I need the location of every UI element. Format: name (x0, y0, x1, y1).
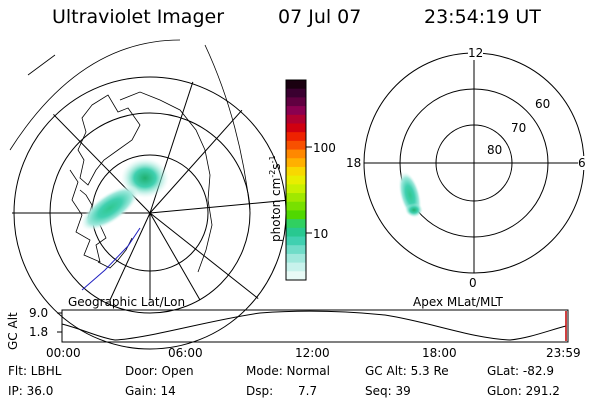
colorbar-band (286, 123, 306, 133)
colorbar-band (286, 193, 306, 203)
filter-info: Flt: LBHL (8, 364, 62, 378)
geographic-map (9, 39, 288, 350)
altitude-ymax: 9.0 (29, 306, 49, 320)
apex-polar-plot (363, 52, 585, 274)
instrument-title: Ultraviolet Imager (52, 6, 225, 28)
dsp-value: 7.7 (298, 384, 318, 398)
glat-info: GLat: -82.9 (487, 364, 554, 378)
colorbar-band (286, 140, 306, 151)
gc-alt-info: GC Alt: 5.3 Re (365, 364, 449, 378)
mlt-label-12: 12 (468, 46, 484, 60)
door-info: Door: Open (125, 364, 194, 378)
colorbar-band (286, 80, 306, 90)
colorbar-tick-label-100: 100 (313, 141, 336, 155)
mlt-label-6: 6 (578, 156, 586, 170)
colorbar-band (286, 219, 306, 229)
altitude-ymin: 1.8 (29, 325, 49, 339)
x-tick-1800: 18:00 (422, 346, 457, 360)
dsp-label: Dsp: (246, 384, 274, 398)
mlt-label-18: 18 (346, 156, 362, 170)
colorbar-band (286, 132, 306, 142)
mlat-label-70: 70 (511, 121, 527, 135)
mlat-label-80: 80 (487, 143, 503, 157)
colorbar-band (286, 210, 306, 220)
colorbar-frame (285, 79, 307, 281)
mode-info: Mode: Normal (246, 364, 330, 378)
colorbar-unit-label: photon cm-2s-1 (268, 155, 283, 242)
colorbar-band (286, 253, 306, 264)
x-tick-0600: 06:00 (168, 346, 203, 360)
colorbar-band (286, 149, 306, 159)
colorbar-band (286, 88, 306, 98)
altitude-axis-label: GC Alt (6, 312, 20, 350)
colorbar-band (286, 97, 306, 107)
x-tick-1200: 12:00 (295, 346, 330, 360)
altitude-curve (61, 310, 567, 341)
mlat-label-60: 60 (535, 97, 551, 111)
seq-info: Seq: 39 (365, 384, 411, 398)
altitude-plot (57, 309, 569, 343)
apex-caption: Apex MLat/MLT (413, 295, 503, 309)
auroral-emission-arc (81, 185, 139, 231)
colorbar-band (286, 175, 306, 185)
colorbar-band (286, 236, 306, 246)
colorbar-band (286, 158, 306, 168)
colorbar-tick-label-10: 10 (313, 227, 329, 241)
colorbar-band (286, 106, 306, 116)
colorbar-band (286, 262, 306, 272)
colorbar-band (286, 184, 306, 194)
apex-emission-blob (405, 203, 423, 217)
x-tick-0000: 00:00 (46, 346, 81, 360)
ip-info: IP: 36.0 (8, 384, 54, 398)
colorbar (286, 80, 306, 281)
time-label: 23:54:19 UT (424, 6, 541, 28)
geographic-caption: Geographic Lat/Lon (68, 295, 186, 309)
date-label: 07 Jul 07 (278, 6, 362, 28)
colorbar-band (286, 201, 306, 212)
glon-info: GLon: 291.2 (487, 384, 560, 398)
colorbar-band (286, 271, 306, 281)
mlt-label-0: 0 (469, 276, 477, 290)
gain-info: Gain: 14 (125, 384, 176, 398)
x-tick-2359: 23:59 (546, 346, 581, 360)
colorbar-band (286, 227, 306, 238)
colorbar-band (286, 166, 306, 177)
colorbar-band (286, 245, 306, 255)
colorbar-band (286, 114, 306, 125)
